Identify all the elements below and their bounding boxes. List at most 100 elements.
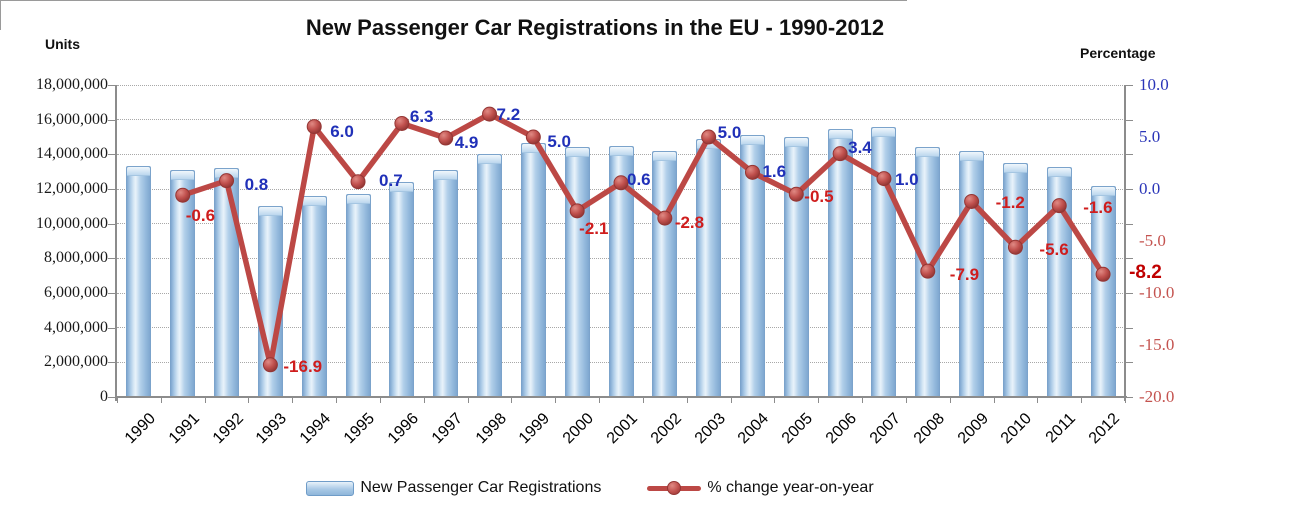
point-label-2002: -2.8: [674, 213, 705, 233]
bar-1999: [520, 143, 546, 397]
right-tick-label: 10.0: [1139, 75, 1169, 94]
line-marker-icon: [525, 129, 541, 145]
right-axis-tick: [1126, 397, 1133, 398]
point-label-2007: 1.0: [894, 169, 919, 189]
point-label-2009: -1.2: [995, 193, 1025, 213]
legend: New Passenger Car Registrations % change…: [0, 479, 1180, 497]
left-axis-tick: [108, 85, 115, 86]
line-marker-icon: [788, 186, 804, 202]
point-label-1996: 6.3: [409, 107, 434, 127]
x-axis-tick: [730, 398, 732, 403]
x-tick-label-1995: 1995: [340, 410, 379, 448]
left-axis-tick: [108, 258, 115, 260]
legend-label-line: % change year-on-year: [707, 479, 874, 496]
x-axis-tick: [774, 398, 776, 403]
x-axis-tick: [204, 398, 206, 403]
x-tick-label-1991: 1991: [165, 410, 203, 448]
x-tick-label-2003: 2003: [691, 410, 729, 448]
left-axis-tick: [108, 293, 115, 294]
window-edge-artifact-top: [0, 0, 907, 1]
x-axis-tick: [905, 398, 907, 403]
x-tick-label-1994: 1994: [297, 410, 335, 448]
left-axis-tick: [108, 397, 115, 398]
x-tick-label-1996: 1996: [384, 410, 422, 448]
right-tick-label: 5.0: [1139, 127, 1161, 146]
point-label-1992: 0.8: [244, 174, 269, 194]
line-marker-icon: [438, 130, 454, 146]
x-axis-tick: [1125, 398, 1126, 403]
line-marker-icon: [744, 164, 760, 180]
line-marker-icon: [657, 210, 673, 226]
x-axis-tick: [1081, 398, 1083, 403]
line-marker-icon: [1007, 239, 1023, 255]
bar-1998: [477, 154, 503, 397]
x-tick-label-2000: 2000: [560, 410, 598, 448]
x-axis-tick: [862, 398, 864, 403]
bar-2000: [564, 147, 590, 397]
left-axis-tick: [108, 223, 115, 225]
x-axis-line: [115, 396, 1127, 398]
x-axis-tick: [467, 398, 469, 403]
x-axis-tick: [379, 398, 381, 403]
bar-2005: [783, 137, 809, 397]
x-axis-tick: [642, 398, 644, 403]
gridline: [117, 119, 1125, 121]
point-label-2011: -1.6: [1083, 197, 1113, 217]
x-tick-label-2007: 2007: [866, 410, 904, 448]
x-tick-label-2011: 2011: [1042, 410, 1080, 447]
line-marker-icon: [262, 357, 278, 373]
point-label-1997: 4.9: [454, 133, 479, 153]
x-tick-label-2009: 2009: [954, 410, 992, 448]
left-axis-line: [115, 85, 117, 401]
x-axis-tick: [160, 398, 162, 403]
x-axis-tick: [555, 398, 557, 403]
point-label-2008: -7.9: [949, 265, 980, 285]
line-marker-icon: [350, 174, 366, 190]
point-label-1994: 6.0: [330, 121, 354, 141]
left-axis-tick: [108, 327, 115, 329]
right-axis-tick: [1126, 327, 1133, 329]
line-marker-icon: [701, 129, 717, 145]
x-axis-tick: [949, 398, 951, 403]
right-axis-tick: [1126, 85, 1133, 86]
x-axis-tick: [818, 398, 820, 403]
left-tick-label: 16,000,000: [36, 110, 108, 128]
x-axis-tick: [1037, 398, 1039, 403]
line-marker-icon: [920, 263, 936, 279]
point-label-1999: 5.0: [547, 132, 571, 151]
right-tick-label: -5.0: [1139, 231, 1166, 250]
bar-2012: [1090, 186, 1116, 397]
x-tick-label-1993: 1993: [253, 410, 291, 448]
bar-2002: [652, 150, 678, 397]
point-label-1991: -0.6: [185, 206, 216, 226]
bar-1991: [170, 169, 196, 397]
right-tick-label: -20.0: [1139, 387, 1175, 406]
bar-2010: [1002, 163, 1028, 397]
x-tick-label-2005: 2005: [779, 410, 817, 448]
line-marker-icon: [306, 119, 322, 135]
left-tick-label: 6,000,000: [44, 284, 108, 301]
point-label-2001: 0.6: [627, 169, 651, 189]
point-label-2010: -5.6: [1039, 240, 1069, 260]
x-axis-tick: [686, 398, 688, 403]
right-axis-tick: [1126, 362, 1133, 364]
right-axis-tick: [1126, 223, 1133, 225]
left-tick-label: 4,000,000: [44, 318, 108, 336]
x-axis-tick: [599, 398, 601, 403]
x-tick-label-2002: 2002: [647, 410, 685, 448]
point-label-2004: 1.6: [762, 162, 787, 182]
x-tick-label-1992: 1992: [209, 410, 247, 448]
x-axis-tick: [511, 398, 513, 403]
left-axis-tick: [108, 189, 115, 190]
bar-1995: [345, 194, 371, 397]
point-label-1998: 7.2: [496, 105, 521, 125]
x-tick-label-2012: 2012: [1085, 410, 1124, 448]
line-marker-icon: [613, 175, 629, 191]
pct-change-line: [175, 106, 1111, 373]
left-axis-tick: [108, 119, 115, 121]
x-tick-label-1999: 1999: [516, 410, 554, 448]
point-label-2003: 5.0: [717, 123, 742, 142]
right-tick-label: 0.0: [1139, 179, 1161, 198]
right-axis-tick: [1126, 293, 1133, 294]
